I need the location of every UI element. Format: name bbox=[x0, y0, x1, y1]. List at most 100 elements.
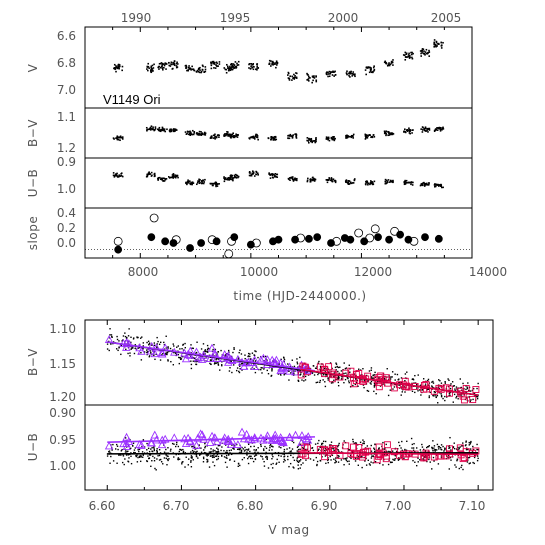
data-point bbox=[142, 345, 145, 347]
data-point bbox=[172, 174, 175, 177]
data-point bbox=[319, 365, 322, 368]
data-point bbox=[190, 460, 192, 462]
data-point bbox=[231, 444, 233, 446]
data-point bbox=[295, 72, 297, 74]
data-point bbox=[163, 341, 165, 344]
data-point bbox=[121, 461, 124, 464]
data-point bbox=[204, 134, 207, 136]
data-point bbox=[235, 174, 238, 176]
data-point bbox=[295, 137, 298, 139]
data-point bbox=[121, 136, 124, 138]
square-point bbox=[390, 448, 398, 456]
data-point bbox=[231, 133, 234, 136]
data-point bbox=[232, 351, 234, 354]
data-point bbox=[177, 176, 179, 179]
data-point bbox=[216, 183, 219, 185]
data-point bbox=[132, 442, 135, 445]
data-point bbox=[337, 449, 340, 451]
data-point bbox=[191, 181, 194, 184]
data-point bbox=[210, 135, 213, 138]
square-point bbox=[420, 454, 428, 462]
data-point bbox=[409, 54, 411, 57]
data-point bbox=[175, 62, 178, 65]
data-point bbox=[190, 367, 193, 370]
data-point bbox=[152, 455, 154, 458]
data-point bbox=[205, 357, 207, 359]
data-point bbox=[272, 462, 274, 465]
data-point bbox=[165, 454, 167, 456]
data-point bbox=[148, 67, 150, 69]
square-point bbox=[404, 383, 412, 391]
data-point bbox=[424, 182, 427, 185]
data-point bbox=[258, 368, 260, 371]
data-point bbox=[226, 449, 228, 452]
data-point bbox=[118, 347, 120, 349]
data-point bbox=[192, 445, 194, 448]
data-point bbox=[167, 347, 169, 349]
year-tick-label: 1990 bbox=[121, 11, 152, 25]
data-point bbox=[249, 353, 251, 355]
data-point bbox=[116, 67, 119, 70]
data-point bbox=[392, 181, 394, 184]
data-point bbox=[247, 449, 249, 451]
data-point bbox=[196, 450, 198, 453]
data-point bbox=[133, 352, 136, 355]
data-point bbox=[299, 448, 301, 451]
data-point bbox=[428, 182, 430, 185]
data-point bbox=[473, 456, 476, 459]
data-point bbox=[239, 447, 241, 449]
data-point bbox=[141, 347, 144, 350]
data-point bbox=[216, 185, 219, 187]
data-point bbox=[388, 450, 390, 453]
data-point bbox=[444, 399, 446, 402]
data-point bbox=[264, 355, 267, 358]
data-point bbox=[438, 128, 441, 130]
data-point bbox=[143, 351, 146, 353]
data-point bbox=[266, 369, 268, 372]
data-point bbox=[153, 460, 156, 462]
data-point bbox=[452, 401, 454, 403]
data-point bbox=[215, 185, 217, 188]
data-point bbox=[263, 449, 265, 452]
data-point bbox=[233, 136, 236, 139]
data-point bbox=[411, 51, 413, 54]
data-point bbox=[275, 66, 277, 69]
data-point bbox=[461, 389, 463, 391]
triangle-point bbox=[104, 441, 114, 450]
data-point bbox=[148, 457, 150, 460]
data-point bbox=[450, 449, 452, 451]
data-point bbox=[455, 395, 458, 398]
data-point bbox=[238, 351, 240, 354]
data-point bbox=[140, 456, 143, 458]
data-point bbox=[195, 453, 198, 456]
data-point bbox=[346, 73, 348, 76]
data-point bbox=[326, 179, 329, 181]
data-point bbox=[444, 381, 446, 383]
fit-line bbox=[107, 436, 315, 443]
data-point bbox=[331, 447, 333, 450]
slope-point bbox=[113, 236, 123, 246]
data-point bbox=[206, 459, 209, 461]
data-point bbox=[449, 436, 451, 439]
data-point bbox=[428, 51, 431, 53]
data-point bbox=[238, 370, 240, 373]
data-point bbox=[237, 133, 239, 136]
data-point bbox=[168, 62, 170, 64]
data-point bbox=[424, 51, 427, 53]
data-point bbox=[440, 444, 443, 446]
data-point bbox=[300, 371, 302, 374]
square-point bbox=[375, 443, 383, 451]
data-point bbox=[229, 133, 231, 136]
data-point bbox=[392, 458, 394, 461]
data-point bbox=[210, 455, 212, 457]
data-point bbox=[394, 383, 396, 385]
ytick-label: 1.0 bbox=[57, 182, 76, 196]
data-point bbox=[253, 136, 256, 139]
data-point bbox=[291, 359, 293, 361]
data-point bbox=[340, 370, 343, 372]
data-point bbox=[455, 448, 458, 450]
data-point bbox=[325, 138, 328, 140]
data-point bbox=[348, 180, 351, 182]
data-point bbox=[438, 446, 441, 448]
data-point bbox=[390, 376, 392, 378]
